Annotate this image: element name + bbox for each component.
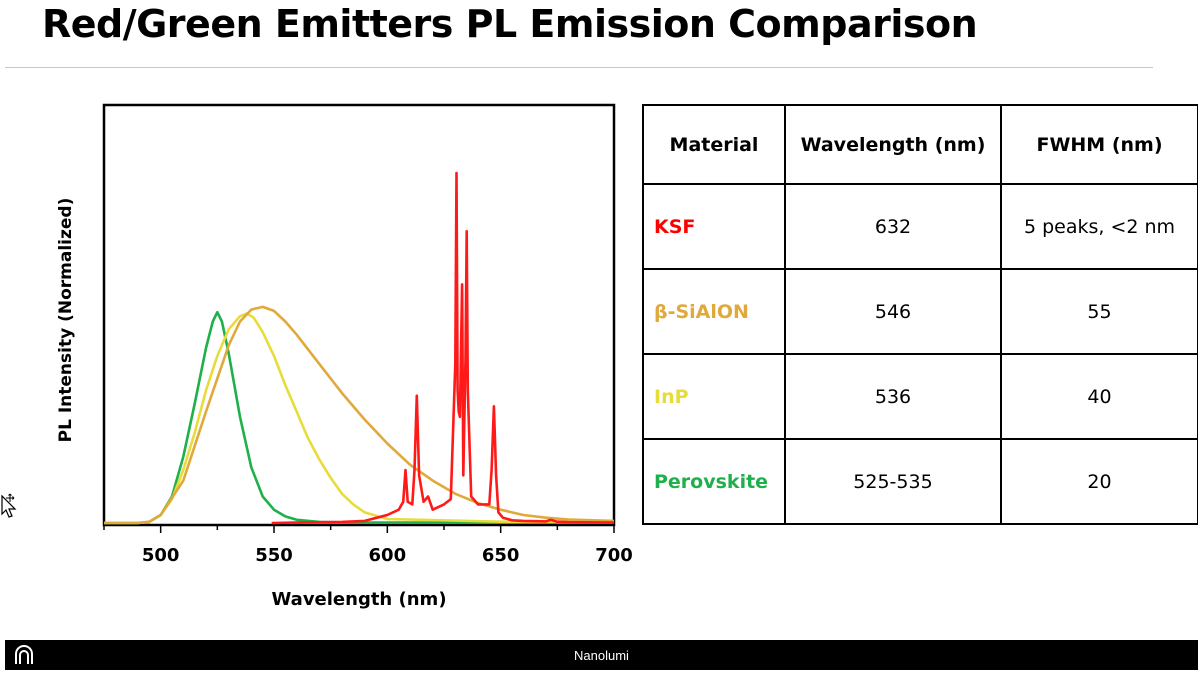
header-fwhm: FWHM (nm) — [1000, 104, 1198, 185]
table-header-row: Material Wavelength (nm) FWHM (nm) — [642, 104, 1198, 185]
header-wavelength: Wavelength (nm) — [784, 104, 1002, 185]
x-tick-label: 500 — [142, 545, 180, 566]
wavelength-cell: 525-535 — [784, 438, 1002, 525]
series-line-1 — [104, 312, 614, 525]
series-line-2 — [104, 305, 615, 525]
x-tick-label: 600 — [369, 545, 407, 566]
table-row: β-SiAlON 546 55 — [642, 268, 1198, 355]
page-title: Red/Green Emitters PL Emission Compariso… — [42, 2, 978, 46]
emitter-spec-table: Material Wavelength (nm) FWHM (nm) KSF 6… — [642, 104, 1198, 525]
material-cell: KSF — [642, 183, 786, 270]
fwhm-cell: 5 peaks, <2 nm — [1000, 183, 1198, 270]
footer-company-name: Nanolumi — [574, 648, 629, 663]
tick-layer: 500 550 600 650 700 — [103, 525, 633, 566]
material-cell: β-SiAlON — [642, 268, 786, 355]
table-row: InP 536 40 — [642, 353, 1198, 440]
fwhm-cell: 20 — [1000, 438, 1198, 525]
header-material: Material — [642, 104, 786, 185]
series-layer — [104, 171, 615, 525]
table-row: Perovskite 525-535 20 — [642, 438, 1198, 525]
footer-bar: Nanolumi — [5, 640, 1198, 670]
material-cell: InP — [642, 353, 786, 440]
y-axis-label: PL Intensity (Normalized) — [56, 198, 76, 443]
material-cell: Perovskite — [642, 438, 786, 525]
x-tick-label: 550 — [255, 545, 293, 566]
x-tick-label: 650 — [482, 545, 520, 566]
fwhm-cell: 55 — [1000, 268, 1198, 355]
x-tick-label: 700 — [595, 545, 633, 566]
series-line-3 — [271, 171, 615, 525]
series-line-0 — [104, 310, 614, 525]
wavelength-cell: 536 — [784, 353, 1002, 440]
plot-frame — [102, 103, 616, 527]
table-row: KSF 632 5 peaks, <2 nm — [642, 183, 1198, 270]
x-axis-label: Wavelength (nm) — [271, 589, 446, 610]
move-cursor-icon — [1, 493, 17, 518]
arch-logo-icon — [15, 645, 33, 664]
wavelength-cell: 546 — [784, 268, 1002, 355]
fwhm-cell: 40 — [1000, 353, 1198, 440]
emission-chart: 500 550 600 650 700 Wavelength (nm) PL Inten… — [56, 103, 633, 610]
wavelength-cell: 632 — [784, 183, 1002, 270]
title-divider — [5, 67, 1153, 68]
